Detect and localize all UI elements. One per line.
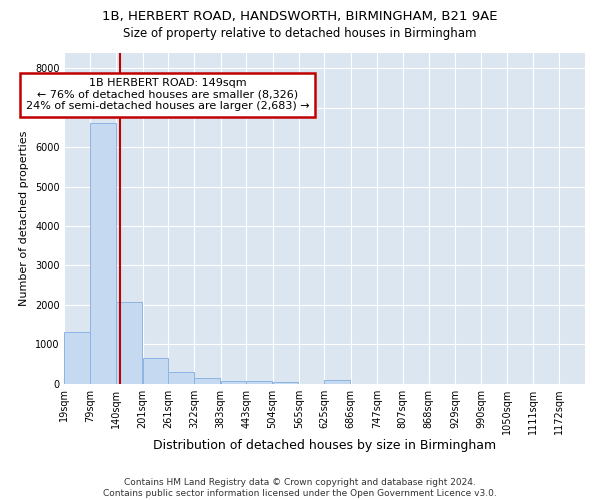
Bar bbox=[64, 332, 90, 384]
Bar bbox=[194, 378, 220, 384]
X-axis label: Distribution of detached houses by size in Birmingham: Distribution of detached houses by size … bbox=[153, 440, 496, 452]
Y-axis label: Number of detached properties: Number of detached properties bbox=[19, 130, 29, 306]
Text: Contains HM Land Registry data © Crown copyright and database right 2024.
Contai: Contains HM Land Registry data © Crown c… bbox=[103, 478, 497, 498]
Bar bbox=[272, 382, 298, 384]
Bar bbox=[247, 382, 272, 384]
Bar bbox=[116, 302, 142, 384]
Bar bbox=[325, 380, 350, 384]
Bar bbox=[90, 124, 116, 384]
Bar bbox=[143, 358, 168, 384]
Bar bbox=[221, 380, 247, 384]
Bar bbox=[168, 372, 194, 384]
Text: 1B HERBERT ROAD: 149sqm
← 76% of detached houses are smaller (8,326)
24% of semi: 1B HERBERT ROAD: 149sqm ← 76% of detache… bbox=[26, 78, 310, 112]
Text: 1B, HERBERT ROAD, HANDSWORTH, BIRMINGHAM, B21 9AE: 1B, HERBERT ROAD, HANDSWORTH, BIRMINGHAM… bbox=[102, 10, 498, 23]
Text: Size of property relative to detached houses in Birmingham: Size of property relative to detached ho… bbox=[123, 28, 477, 40]
